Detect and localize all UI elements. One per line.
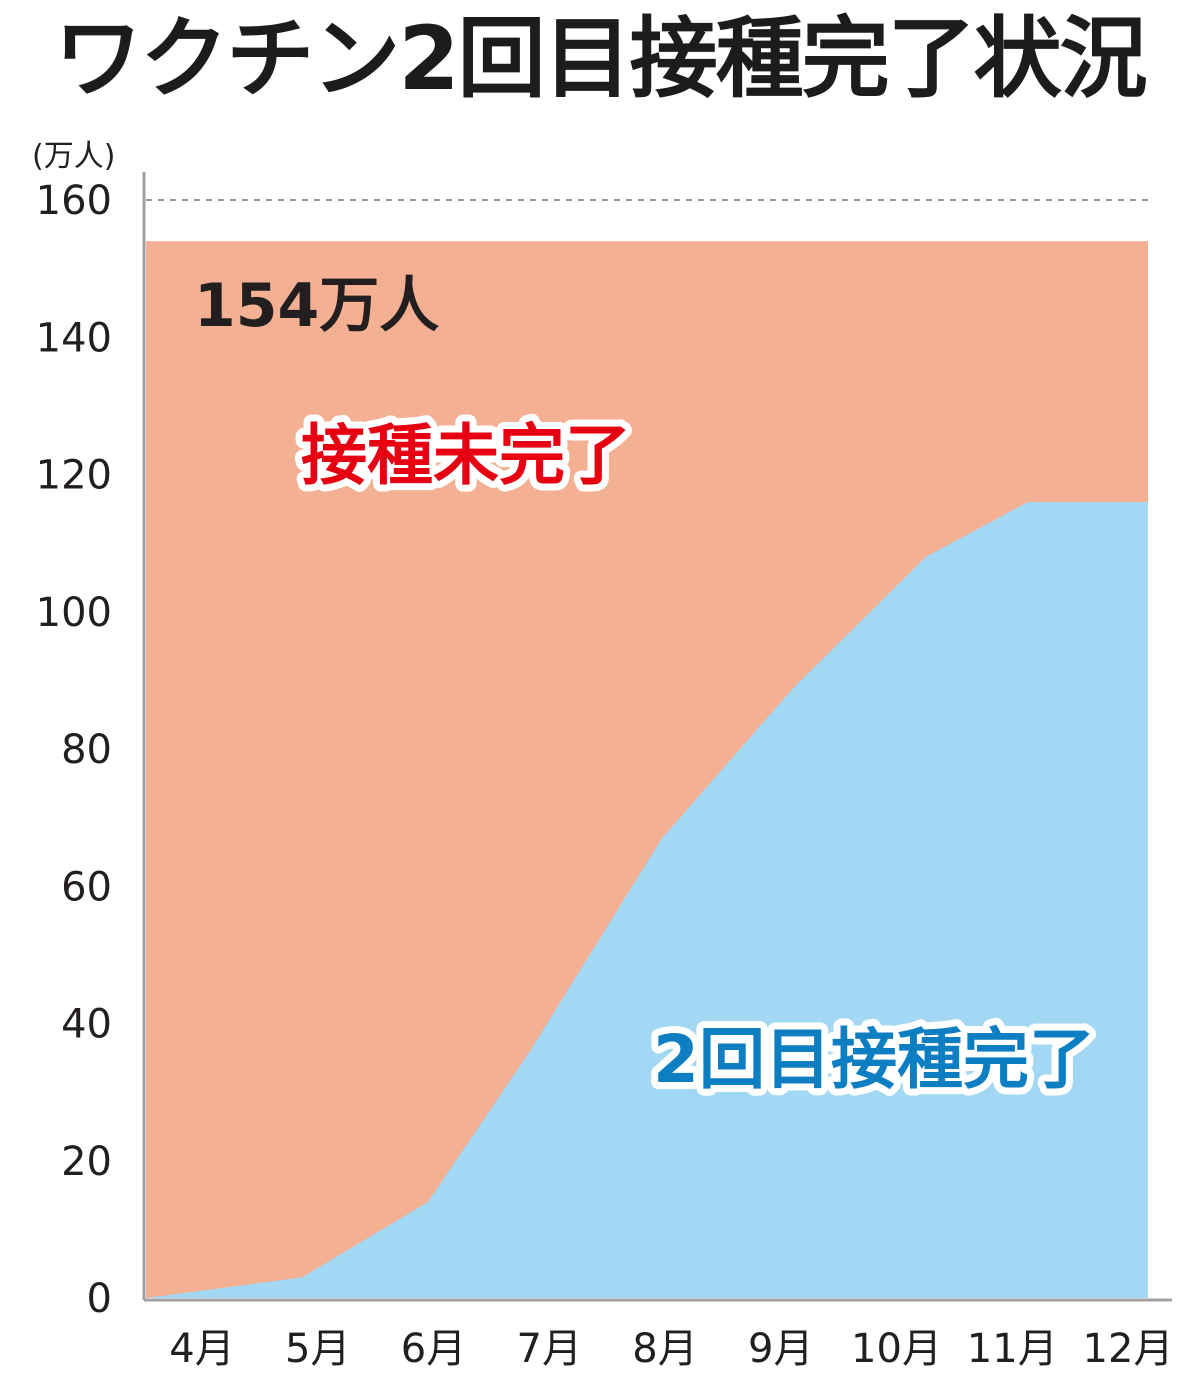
y-tick-label: 80	[61, 727, 112, 773]
series-label-not-completed: 接種未完了	[301, 417, 631, 494]
chart-title: ワクチン2回目接種完了状況	[54, 7, 1147, 110]
y-tick-label: 120	[36, 453, 112, 499]
y-axis-unit: (万人)	[32, 139, 115, 174]
y-tick-label: 20	[61, 1139, 112, 1185]
y-tick-label: 160	[36, 178, 112, 224]
x-tick-label: 11月	[967, 1326, 1058, 1372]
y-tick-label: 40	[61, 1002, 112, 1048]
area-layer	[146, 241, 1148, 1298]
total-population-label: 154万人	[194, 271, 439, 341]
completed-area	[146, 502, 1148, 1298]
y-tick-label: 140	[36, 315, 112, 361]
x-tick-label: 5月	[285, 1326, 350, 1372]
series-label-completed: 2回目接種完了	[653, 1021, 1095, 1098]
x-tick-label: 6月	[401, 1326, 466, 1372]
axis-layer	[142, 172, 1172, 1302]
y-tick-label: 100	[36, 590, 112, 636]
y-tick-label: 0	[87, 1276, 112, 1322]
x-tick-label: 7月	[517, 1326, 582, 1372]
x-tick-label: 8月	[632, 1326, 697, 1372]
x-tick-label: 10月	[851, 1326, 942, 1372]
label-layer: 0 20 40 60 80 100 120 140 160 (万人) 4月 5月 6月 7月 8月 9月 10月…	[32, 139, 1173, 1372]
x-tick-label: 4月	[169, 1326, 234, 1372]
y-tick-label: 60	[61, 864, 112, 910]
x-tick-label: 9月	[748, 1326, 813, 1372]
x-tick-label: 12月	[1083, 1326, 1174, 1372]
